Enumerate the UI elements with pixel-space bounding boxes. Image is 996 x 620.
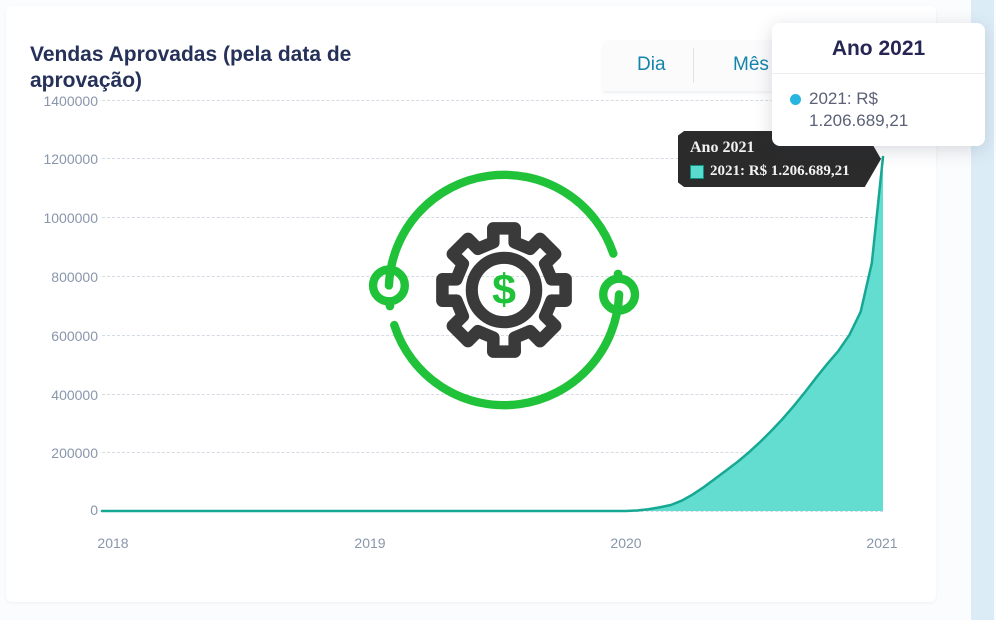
svg-text:$: $ [492, 266, 516, 314]
